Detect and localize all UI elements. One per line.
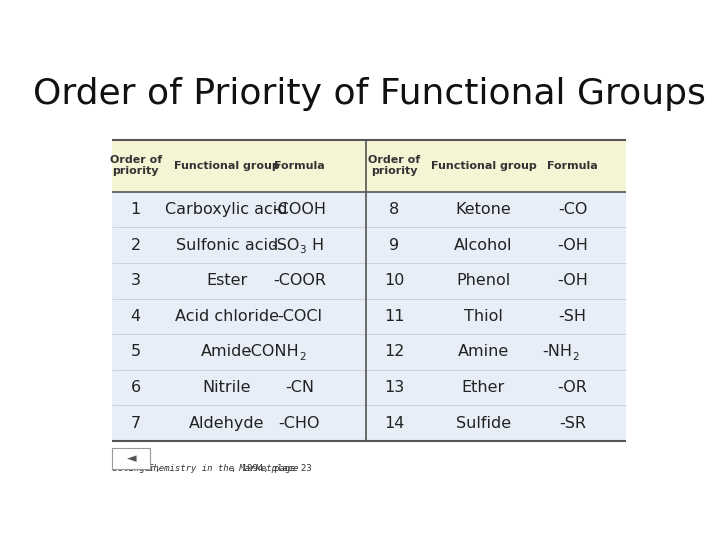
Text: 9: 9 (389, 238, 399, 253)
Bar (366, 263, 626, 299)
Text: 14: 14 (384, 416, 405, 431)
Text: Amide: Amide (201, 345, 252, 360)
Bar (366, 370, 626, 406)
Text: 2: 2 (572, 353, 580, 362)
Text: -COOR: -COOR (273, 273, 325, 288)
Text: 13: 13 (384, 380, 404, 395)
Text: 4: 4 (131, 309, 141, 324)
Bar (112, 406, 366, 441)
Text: -CN: -CN (284, 380, 314, 395)
Text: Order of
priority: Order of priority (368, 155, 420, 177)
Text: Phenol: Phenol (456, 273, 510, 288)
Text: -COCl: -COCl (276, 309, 322, 324)
Bar (112, 140, 626, 192)
Bar (112, 192, 366, 227)
Text: Thiol: Thiol (464, 309, 503, 324)
Text: -COOH: -COOH (272, 202, 326, 217)
Text: 12: 12 (384, 345, 405, 360)
Text: Order of Priority of Functional Groups: Order of Priority of Functional Groups (32, 77, 706, 111)
Bar (112, 334, 366, 370)
Text: Aldehyde: Aldehyde (189, 416, 264, 431)
Text: Formula: Formula (547, 160, 598, 171)
Text: 5: 5 (131, 345, 141, 360)
Bar (112, 227, 366, 263)
Text: 2: 2 (131, 238, 141, 253)
Text: Order of
priority: Order of priority (109, 155, 162, 177)
Text: -SH: -SH (559, 309, 587, 324)
Text: -OH: -OH (557, 273, 588, 288)
Text: -NH: -NH (543, 345, 572, 360)
Text: 1: 1 (130, 202, 141, 217)
Text: -OR: -OR (558, 380, 588, 395)
Text: Amine: Amine (458, 345, 509, 360)
Text: 10: 10 (384, 273, 405, 288)
Bar (366, 334, 626, 370)
Text: -CONH: -CONH (246, 345, 300, 360)
Text: Functional group: Functional group (174, 160, 279, 171)
Text: -OH: -OH (557, 238, 588, 253)
Text: Acid chloride: Acid chloride (175, 309, 279, 324)
Bar (366, 192, 626, 227)
Bar (112, 263, 366, 299)
Text: 2: 2 (300, 353, 306, 362)
Bar (366, 227, 626, 263)
Text: -SR: -SR (559, 416, 586, 431)
Bar (112, 370, 366, 406)
Text: Functional group: Functional group (431, 160, 536, 171)
Text: Alcohol: Alcohol (454, 238, 513, 253)
Text: Sulfonic acid: Sulfonic acid (176, 238, 278, 253)
Text: Chemistry in the Marketplace: Chemistry in the Marketplace (148, 464, 299, 474)
Text: 3: 3 (131, 273, 140, 288)
Text: -CO: -CO (558, 202, 588, 217)
Text: 11: 11 (384, 309, 405, 324)
Text: ◄: ◄ (127, 452, 136, 465)
Text: Carboxylic acid: Carboxylic acid (166, 202, 288, 217)
Text: 3: 3 (300, 246, 306, 255)
Text: , 1994, page 23: , 1994, page 23 (230, 464, 311, 474)
Bar (112, 448, 150, 469)
Text: 8: 8 (389, 202, 399, 217)
Text: Sulfide: Sulfide (456, 416, 511, 431)
Bar (366, 299, 626, 334)
Text: -CHO: -CHO (279, 416, 320, 431)
Text: Nitrile: Nitrile (202, 380, 251, 395)
Text: Selinger,: Selinger, (112, 464, 166, 474)
Text: -SO: -SO (271, 238, 300, 253)
Text: H: H (312, 238, 324, 253)
Bar (366, 406, 626, 441)
Text: 6: 6 (131, 380, 141, 395)
Text: Ether: Ether (462, 380, 505, 395)
Text: Ketone: Ketone (456, 202, 511, 217)
Text: 7: 7 (131, 416, 141, 431)
Text: Ester: Ester (206, 273, 248, 288)
Text: Formula: Formula (274, 160, 325, 171)
Bar (112, 299, 366, 334)
